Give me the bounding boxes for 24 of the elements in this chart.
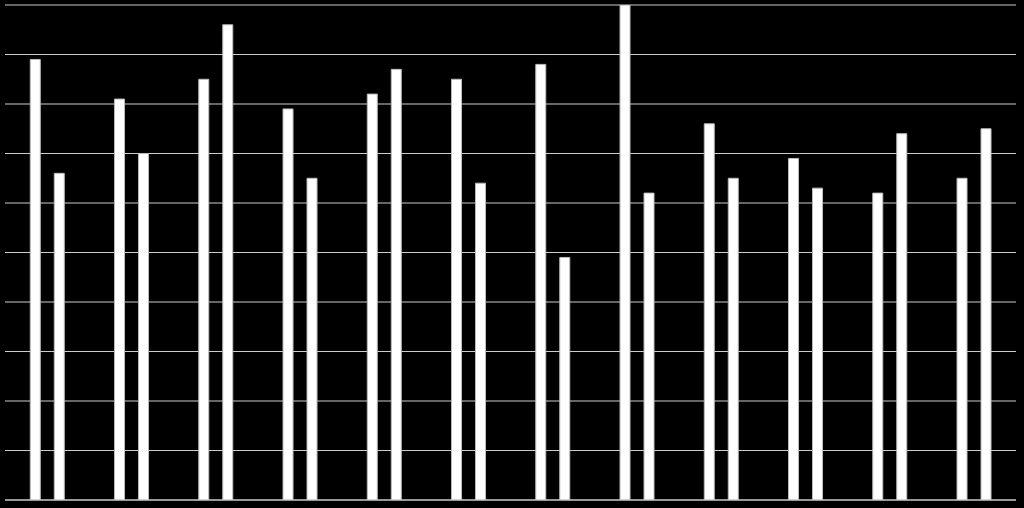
- bar: [559, 256, 571, 500]
- bar: [306, 177, 318, 500]
- bar: [390, 68, 402, 500]
- bar: [114, 98, 126, 500]
- bar: [703, 123, 715, 500]
- bar: [980, 128, 992, 500]
- bar: [53, 172, 65, 500]
- bar: [727, 177, 739, 500]
- bar: [475, 182, 487, 500]
- bar: [535, 63, 547, 500]
- bar: [896, 133, 908, 500]
- bar: [872, 192, 884, 500]
- bar: [29, 58, 41, 500]
- bar: [788, 157, 800, 500]
- bar: [138, 153, 150, 500]
- bar: [643, 192, 655, 500]
- bar: [956, 177, 968, 500]
- bar: [222, 24, 234, 500]
- bar: [282, 108, 294, 500]
- bar: [619, 5, 631, 500]
- bar: [366, 93, 378, 500]
- bar: [451, 78, 463, 500]
- bar: [812, 187, 824, 500]
- bar: [198, 78, 210, 500]
